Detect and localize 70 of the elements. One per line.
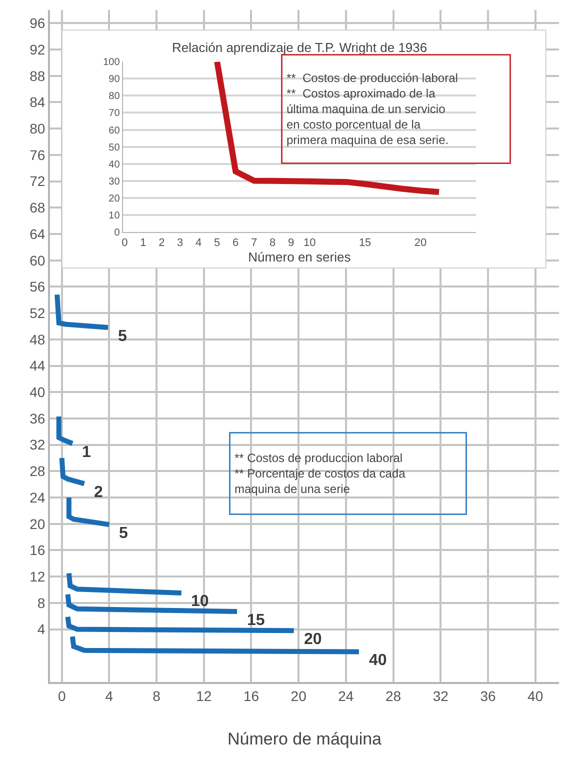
y-tick-label: 40 xyxy=(30,384,46,400)
x-tick-label: 3 xyxy=(177,236,184,249)
y-tick-label: 52 xyxy=(30,304,46,321)
x-tick-label: 20 xyxy=(414,236,427,249)
x-tick-label: 10 xyxy=(303,236,316,249)
y-tick-label: 4 xyxy=(37,621,46,638)
y-tick-label: 36 xyxy=(30,410,46,426)
y-tick-label: 56 xyxy=(30,278,46,295)
series-label: 40 xyxy=(369,652,387,669)
x-tick-label: 1 xyxy=(140,236,146,249)
x-tick-label: 5 xyxy=(214,236,220,249)
x-tick-label: 40 xyxy=(528,688,544,704)
x-tick-label: 2 xyxy=(158,236,165,249)
x-tick-label: 0 xyxy=(58,688,66,704)
y-tick-label: 60 xyxy=(108,125,120,136)
y-tick-label: 80 xyxy=(30,120,46,136)
x-tick-label: 12 xyxy=(196,688,212,704)
x-tick-label: 28 xyxy=(385,688,402,704)
y-tick-label: 30 xyxy=(108,176,120,188)
annotation: ** Costos de produccion laboral ** Porcentaje de costos da cada maquina de una serie xyxy=(234,450,406,496)
x-tick-label: 8 xyxy=(270,236,276,249)
x-axis-title: Número en series xyxy=(248,250,352,265)
y-tick-label: 8 xyxy=(37,594,46,611)
x-tick-label: 8 xyxy=(152,688,161,704)
y-tick-label: 50 xyxy=(108,142,120,154)
y-tick-label: 16 xyxy=(30,542,46,558)
y-tick-label: 28 xyxy=(30,463,46,480)
y-tick-label: 40 xyxy=(108,159,120,170)
y-tick-label: 76 xyxy=(30,146,46,163)
series-label: 1 xyxy=(82,444,91,461)
series-label: 5 xyxy=(119,525,128,542)
y-tick-label: 64 xyxy=(30,226,46,242)
y-tick-label: 80 xyxy=(108,91,120,102)
x-tick-label: 9 xyxy=(288,236,294,249)
y-tick-label: 70 xyxy=(108,108,120,120)
series-label: 5 xyxy=(118,328,127,345)
x-tick-label: 20 xyxy=(290,688,307,704)
y-tick-label: 44 xyxy=(30,358,46,374)
x-tick-label: 32 xyxy=(432,688,449,704)
y-tick-label: 72 xyxy=(30,173,46,190)
y-tick-label: 12 xyxy=(30,568,46,584)
annotation: ** Costos de producción laboral ** Costos aproximado de la última maquina de un servicio en costo porcentual de la primera maquina de esa serie. xyxy=(286,70,458,148)
y-tick-label: 60 xyxy=(30,252,46,268)
y-tick-label: 96 xyxy=(30,15,46,32)
y-tick-label: 20 xyxy=(30,516,46,532)
y-tick-label: 24 xyxy=(30,489,46,506)
y-tick-label: 68 xyxy=(30,200,46,216)
y-tick-label: 0 xyxy=(114,227,120,238)
y-tick-label: 100 xyxy=(103,57,120,68)
y-tick-label: 92 xyxy=(30,41,46,58)
y-tick-label: 84 xyxy=(30,94,46,110)
y-tick-label: 90 xyxy=(108,74,120,86)
x-tick-label: 24 xyxy=(338,688,354,704)
y-tick-label: 20 xyxy=(108,193,120,204)
y-tick-label: 48 xyxy=(30,331,46,348)
x-tick-label: 7 xyxy=(251,236,258,249)
y-tick-label: 88 xyxy=(30,68,46,84)
series-label: 20 xyxy=(304,631,322,648)
chart-title: Relación aprendizaje de T.P. Wright de 1936 xyxy=(172,40,428,55)
y-tick-label: 32 xyxy=(30,436,46,453)
y-tick-label: 10 xyxy=(108,210,120,222)
x-tick-label: 4 xyxy=(196,236,202,249)
series-label: 2 xyxy=(94,484,103,501)
x-tick-label: 6 xyxy=(232,236,239,249)
x-tick-label: 15 xyxy=(358,236,372,249)
x-tick-label: 16 xyxy=(243,688,260,704)
series-label: 15 xyxy=(247,612,265,629)
series-label: 10 xyxy=(191,593,209,610)
x-axis-title: Número de máquina xyxy=(227,730,382,749)
x-tick-label: 36 xyxy=(480,688,496,704)
